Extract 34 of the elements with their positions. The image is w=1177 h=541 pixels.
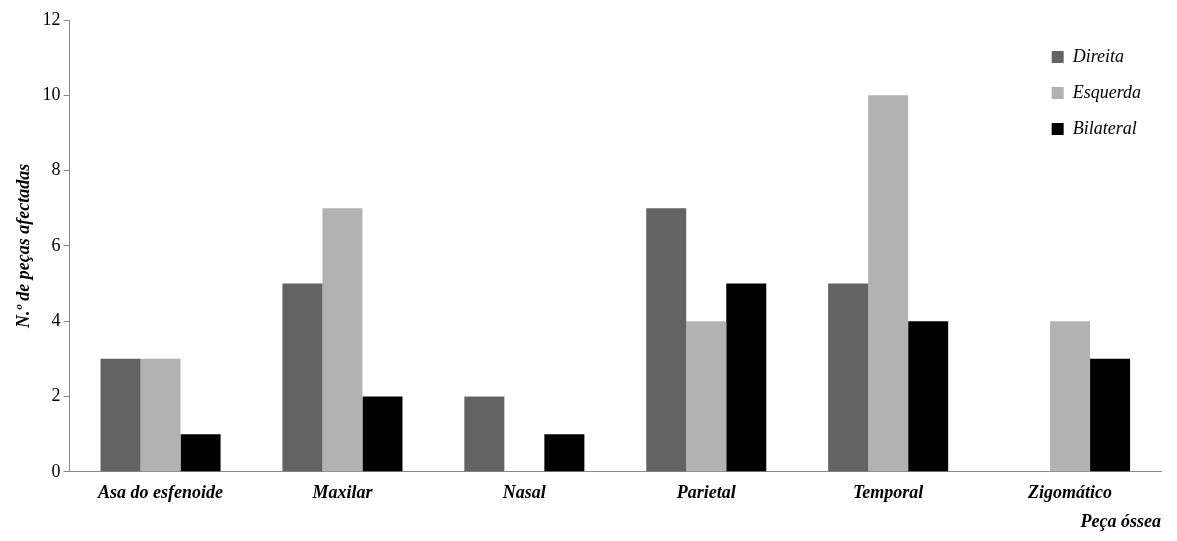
y-tick-label: 0 [51, 460, 61, 481]
bar [1090, 358, 1131, 472]
bar [908, 321, 949, 472]
bar [646, 208, 687, 472]
bar [322, 208, 363, 472]
bar [828, 283, 869, 472]
x-tick-label: Asa do esfenoide [97, 482, 224, 503]
x-tick-label: Nasal [501, 482, 546, 503]
legend-label: Direita [1071, 45, 1124, 66]
y-tick-label: 6 [51, 234, 61, 255]
bar [544, 434, 585, 472]
bar [868, 95, 909, 472]
y-tick-label: 10 [42, 84, 61, 105]
bar [100, 358, 141, 472]
bar [686, 321, 727, 472]
bar [362, 396, 403, 472]
bar [726, 283, 767, 472]
x-axis-title: Peça óssea [1079, 510, 1161, 531]
bar [282, 283, 323, 472]
bar [1050, 321, 1091, 472]
y-tick-label: 4 [51, 309, 61, 330]
bar [180, 434, 221, 472]
x-tick-label: Parietal [675, 482, 736, 503]
y-axis-title: N.º de peças afectadas [13, 163, 34, 330]
bar [140, 358, 181, 472]
y-tick-label: 12 [42, 8, 61, 29]
x-tick-label: Temporal [852, 482, 924, 503]
legend-label: Bilateral [1072, 117, 1137, 138]
legend-label: Esquerda [1071, 81, 1141, 102]
bar [464, 396, 505, 472]
x-tick-label: Zigomático [1027, 482, 1113, 503]
y-tick-label: 2 [51, 385, 61, 406]
x-tick-label: Maxilar [311, 482, 374, 503]
y-tick-label: 8 [51, 159, 61, 180]
